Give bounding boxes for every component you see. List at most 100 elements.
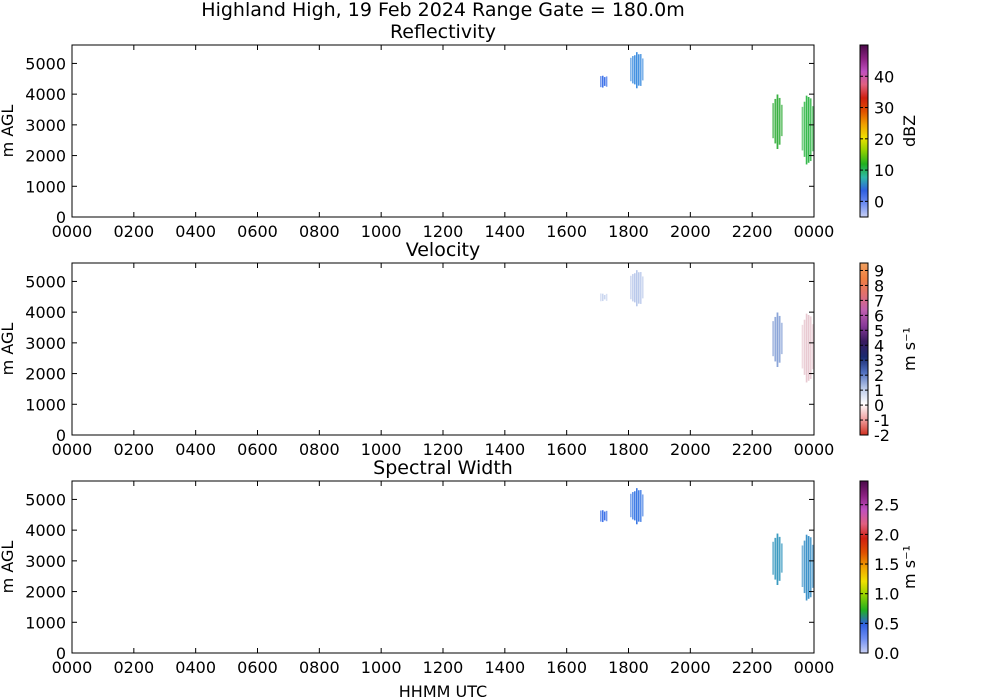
- echo-streak: [632, 56, 634, 84]
- echo-streak: [636, 52, 638, 89]
- echo-streak: [600, 76, 602, 88]
- x-tick-label: 0200: [113, 658, 154, 677]
- colorbar-tick-label: 1: [874, 381, 884, 400]
- echo-streak: [630, 275, 632, 300]
- echo-streak: [600, 293, 602, 302]
- echo-streak: [811, 106, 814, 152]
- colorbar-tick-label: 0: [874, 396, 884, 415]
- echo-streak: [601, 510, 604, 523]
- x-axis-label: HHMM UTC: [399, 682, 487, 700]
- echo-streak: [605, 510, 608, 522]
- echo-streak: [805, 95, 808, 165]
- x-tick-label: 0000: [52, 440, 93, 459]
- x-tick-label: 0200: [113, 440, 154, 459]
- echo-streak: [630, 493, 632, 518]
- echo-streak: [637, 54, 640, 86]
- x-tick-label: 0400: [175, 658, 216, 677]
- x-tick-label: 0200: [113, 222, 154, 241]
- echo-streak: [807, 536, 810, 599]
- echo-streak: [780, 543, 783, 573]
- echo-streak: [778, 536, 781, 581]
- colorbar: [859, 262, 869, 436]
- y-tick-label: 4000: [25, 85, 66, 104]
- colorbar-tick-label: 1.5: [874, 555, 899, 574]
- x-tick-label: 1800: [608, 440, 649, 459]
- echo-streak: [776, 533, 779, 586]
- panel-velocity: Velocitym AGL000002000400060008001000120…: [0, 239, 919, 459]
- colorbar-tick-label: 0.0: [874, 644, 899, 663]
- echo-cell: [772, 533, 783, 586]
- x-tick-label: 0600: [237, 658, 278, 677]
- echo-streak: [805, 534, 808, 601]
- x-tick-label: 1000: [361, 440, 402, 459]
- echo-streak: [803, 540, 806, 594]
- axes-frame: [71, 262, 815, 436]
- echo-streak: [776, 94, 779, 150]
- echo-streak: [641, 494, 644, 517]
- echo-streak: [772, 103, 775, 139]
- colorbar: [859, 480, 869, 654]
- x-tick-label: 1800: [608, 658, 649, 677]
- echo-cell: [600, 510, 608, 523]
- y-axis-label: m AGL: [0, 541, 17, 594]
- echo-cell: [801, 313, 814, 383]
- colorbar-tick-label: 5: [874, 321, 884, 340]
- echo-streak: [801, 545, 804, 588]
- x-tick-label: 1800: [608, 222, 649, 241]
- x-tick-label: 2200: [732, 658, 773, 677]
- echo-streak: [780, 104, 783, 137]
- x-tick-label: 2000: [670, 440, 711, 459]
- echo-streak: [601, 75, 604, 88]
- x-tick-label: 0800: [299, 658, 340, 677]
- echo-cell: [772, 312, 783, 368]
- echo-streak: [636, 488, 638, 525]
- x-tick-label: 0600: [237, 440, 278, 459]
- colorbar-tick-label: 20: [874, 130, 894, 149]
- y-tick-label: 3000: [25, 334, 66, 353]
- y-axis-label: m AGL: [0, 323, 17, 376]
- echo-streak: [641, 58, 644, 81]
- colorbar-tick-label: 6: [874, 306, 884, 325]
- colorbar-tick-label: 4: [874, 336, 884, 355]
- y-tick-label: 1000: [25, 395, 66, 414]
- x-tick-label: 1600: [546, 440, 587, 459]
- echo-streak: [774, 316, 777, 362]
- echo-streak: [605, 293, 608, 301]
- echo-streak: [636, 270, 638, 307]
- echo-streak: [603, 295, 606, 300]
- x-tick-label: 0000: [52, 658, 93, 677]
- echo-cell: [630, 52, 644, 89]
- colorbar-tick-label: 3: [874, 351, 884, 370]
- echo-cell: [801, 534, 814, 601]
- panel-spectral-width: Spectral Width m AGL 0000 0200 0400 0600 0800 1…: [0, 457, 919, 677]
- echo-streak: [778, 97, 781, 145]
- echo-streak: [801, 106, 804, 151]
- panel-title: Velocity: [406, 239, 481, 261]
- x-tick-label: 0800: [299, 440, 340, 459]
- echo-streak: [811, 544, 814, 588]
- y-tick-label: 5000: [25, 272, 66, 291]
- colorbar-tick-label: -1: [874, 411, 890, 430]
- panel-title: Reflectivity: [390, 21, 496, 43]
- figure-suptitle: Highland High, 19 Feb 2024 Range Gate = …: [201, 0, 684, 21]
- echo-streak: [632, 274, 634, 302]
- echo-cell: [772, 94, 783, 150]
- echo-streak: [603, 511, 606, 521]
- axes-frame: [71, 44, 815, 218]
- axes-frame: [71, 480, 815, 654]
- x-tick-label: 2200: [732, 222, 773, 241]
- echo-streak: [809, 537, 812, 598]
- echo-cell: [801, 95, 814, 165]
- y-tick-label: 0: [56, 426, 66, 445]
- echo-streak: [774, 537, 777, 580]
- echo-streak: [630, 57, 632, 82]
- colorbar-tick-label: 0.5: [874, 614, 899, 633]
- x-tick-label: 0600: [237, 222, 278, 241]
- y-tick-label: 2000: [25, 147, 66, 166]
- x-tick-label: 0400: [175, 222, 216, 241]
- colorbar-tick-label: 0: [874, 192, 884, 211]
- echo-streak: [780, 322, 783, 355]
- colorbar-tick-label: 30: [874, 99, 894, 118]
- colorbar-label: m s⁻¹: [900, 327, 919, 371]
- echo-cell: [630, 488, 644, 525]
